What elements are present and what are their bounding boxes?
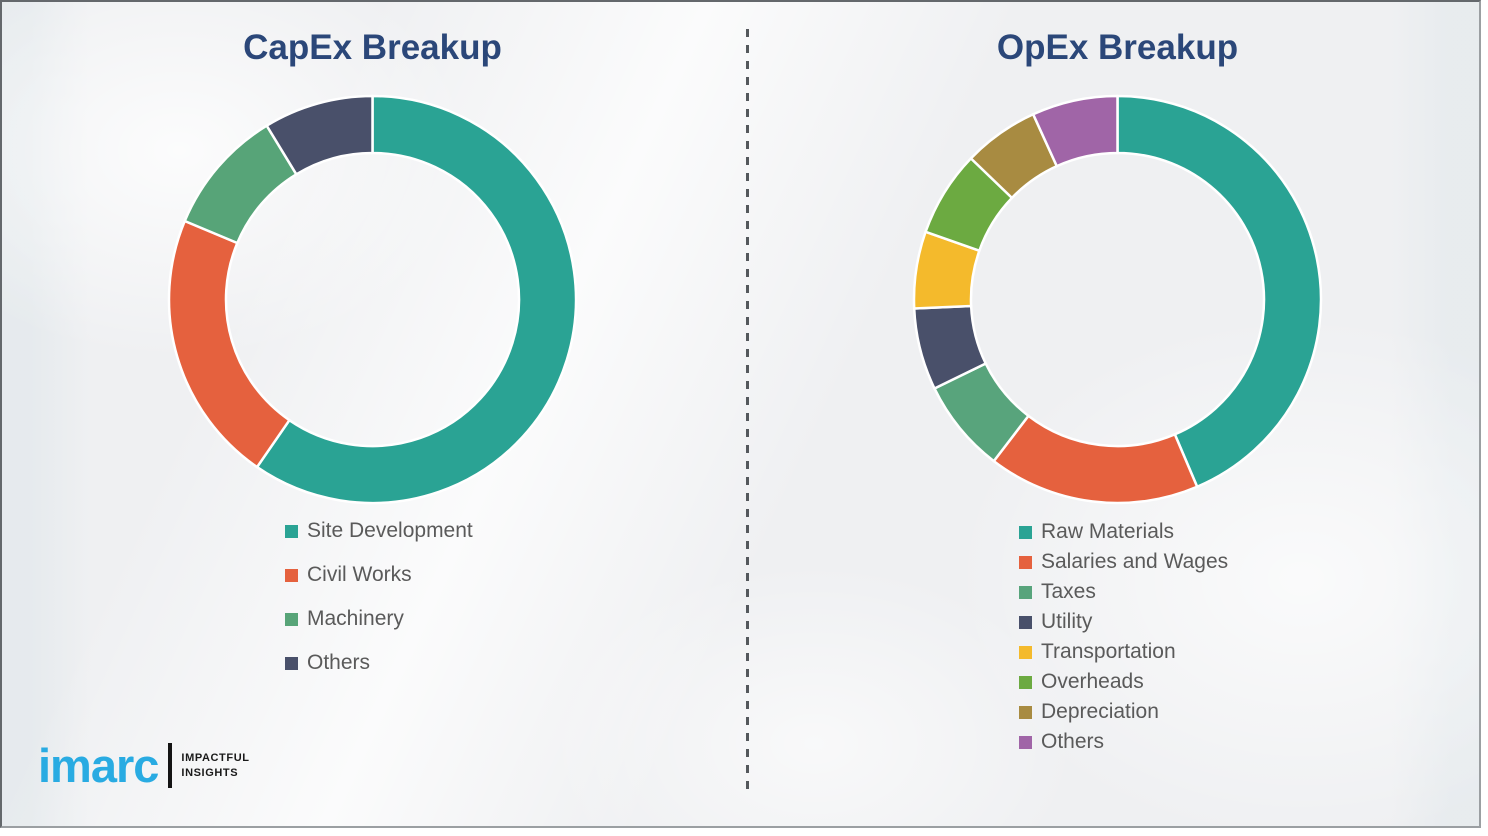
legend-swatch — [1019, 735, 1032, 749]
legend-label: Transportation — [1041, 640, 1176, 663]
legend-label: Utility — [1041, 610, 1093, 633]
opex-donut-chart — [912, 94, 1323, 505]
opex-legend: Raw Materials Salaries and Wages Taxes Util… — [1019, 517, 1228, 757]
legend-swatch — [1019, 645, 1032, 659]
donut-segment-civil-works — [167, 219, 291, 469]
legend-label: Others — [307, 651, 371, 674]
legend-item-machinery: Machinery — [285, 597, 473, 641]
legend-label: Taxes — [1041, 580, 1096, 603]
legend-item-overheads: Overheads — [1019, 667, 1228, 697]
legend-item-transportation: Transportation — [1019, 637, 1228, 667]
legend-swatch — [1019, 615, 1032, 629]
legend-label: Site Development — [307, 519, 473, 542]
legend-item-site-development: Site Development — [285, 509, 473, 553]
donut-segment-others — [265, 94, 374, 176]
legend-swatch — [1019, 585, 1032, 599]
imarc-logo-wordmark: imarc — [38, 739, 159, 792]
capex-chart-title: CapEx Breakup — [243, 28, 502, 67]
imarc-logo: imarc IMPACTFUL INSIGHTS — [38, 742, 250, 789]
legend-item-depreciation: Depreciation — [1019, 697, 1228, 727]
legend-item-others: Others — [1019, 727, 1228, 757]
legend-swatch — [285, 568, 298, 582]
legend-label: Raw Materials — [1041, 520, 1175, 543]
donut-segment-others — [1031, 94, 1119, 168]
legend-swatch — [285, 524, 298, 538]
legend-swatch — [1019, 705, 1032, 719]
donut-segment-raw-materials — [1116, 94, 1323, 489]
legend-swatch — [1019, 525, 1032, 539]
capex-legend: Site Development Civil Works Machinery Othe… — [285, 509, 473, 685]
legend-item-taxes: Taxes — [1019, 577, 1228, 607]
legend-swatch — [285, 612, 298, 626]
legend-label: Machinery — [307, 607, 404, 630]
legend-item-utility: Utility — [1019, 607, 1228, 637]
legend-label: Others — [1041, 730, 1105, 753]
legend-label: Salaries and Wages — [1041, 550, 1229, 573]
legend-item-others: Others — [285, 641, 473, 685]
imarc-logo-divider-bar — [168, 743, 173, 788]
legend-item-civil-works: Civil Works — [285, 553, 473, 597]
legend-item-salaries-and-wages: Salaries and Wages — [1019, 547, 1228, 577]
legend-swatch — [1019, 555, 1032, 569]
legend-swatch — [285, 656, 298, 670]
legend-swatch — [1019, 675, 1032, 689]
opex-chart-title: OpEx Breakup — [996, 28, 1239, 67]
donut-segment-salaries-and-wages — [992, 414, 1199, 505]
capex-donut-chart — [167, 94, 578, 505]
donut-segment-site-development — [255, 94, 578, 505]
legend-label: Depreciation — [1041, 700, 1159, 723]
legend-item-raw-materials: Raw Materials — [1019, 517, 1228, 547]
imarc-tagline-line2: INSIGHTS — [181, 766, 239, 779]
section-divider — [746, 29, 749, 793]
legend-label: Overheads — [1041, 670, 1144, 693]
legend-label: Civil Works — [307, 563, 412, 586]
imarc-tagline-line1: IMPACTFUL — [181, 751, 250, 764]
imarc-logo-tagline: IMPACTFUL INSIGHTS — [181, 751, 249, 781]
